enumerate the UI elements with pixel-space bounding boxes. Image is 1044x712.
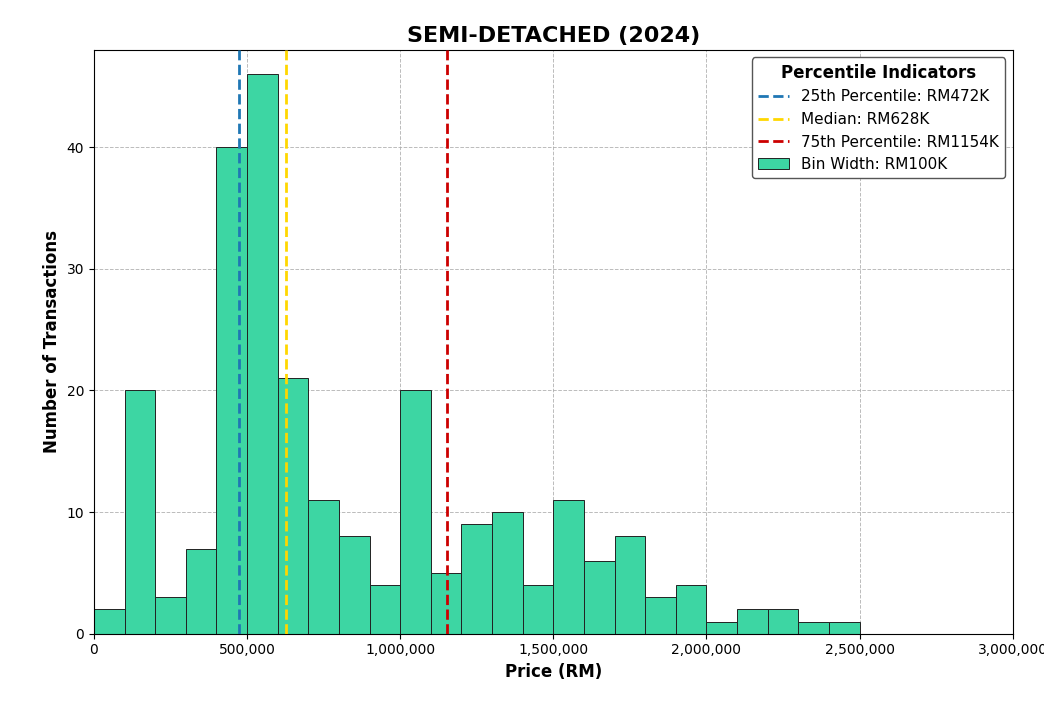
Bar: [799, 622, 829, 634]
Bar: [308, 500, 339, 634]
Bar: [767, 609, 799, 634]
Legend: 25th Percentile: RM472K, Median: RM628K, 75th Percentile: RM1154K, Bin Width: RM: 25th Percentile: RM472K, Median: RM628K,…: [752, 58, 1005, 178]
Bar: [461, 524, 492, 634]
Bar: [584, 561, 615, 634]
Bar: [278, 378, 308, 634]
Bar: [707, 622, 737, 634]
Bar: [156, 597, 186, 634]
Bar: [645, 597, 675, 634]
X-axis label: Price (RM): Price (RM): [504, 663, 602, 681]
Bar: [216, 147, 247, 634]
Bar: [553, 500, 584, 634]
Bar: [400, 390, 431, 634]
Bar: [492, 512, 523, 634]
Bar: [523, 585, 553, 634]
Bar: [431, 573, 461, 634]
Bar: [186, 548, 216, 634]
Bar: [94, 609, 124, 634]
Bar: [339, 536, 370, 634]
Title: SEMI-DETACHED (2024): SEMI-DETACHED (2024): [407, 26, 699, 46]
Bar: [615, 536, 645, 634]
Bar: [829, 622, 859, 634]
Bar: [370, 585, 400, 634]
Bar: [247, 74, 278, 634]
Bar: [737, 609, 767, 634]
Y-axis label: Number of Transactions: Number of Transactions: [43, 230, 61, 454]
Bar: [124, 390, 156, 634]
Bar: [675, 585, 707, 634]
